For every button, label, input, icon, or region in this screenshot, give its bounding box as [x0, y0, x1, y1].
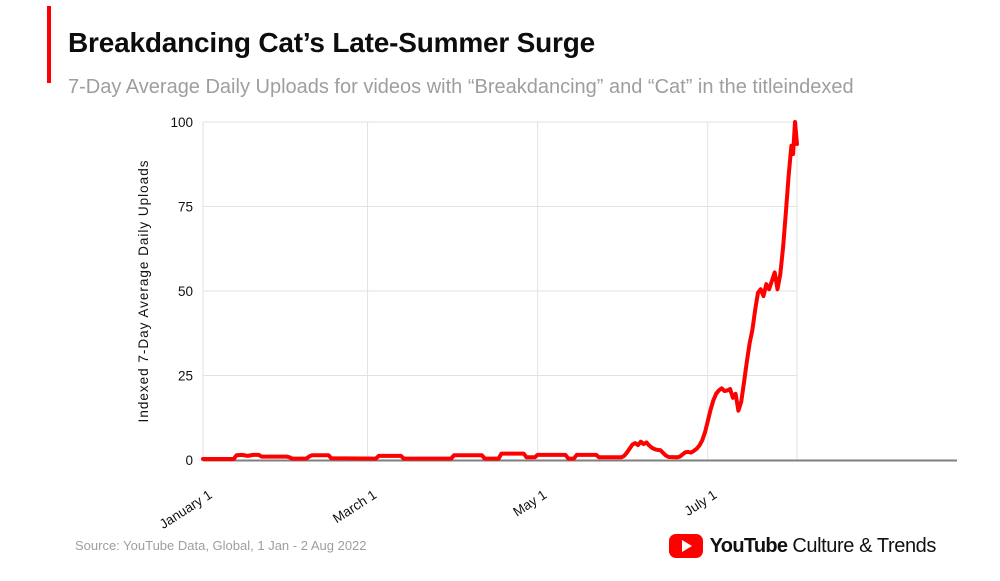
page-subtitle: 7-Day Average Daily Uploads for videos w…	[68, 76, 854, 98]
play-triangle-icon	[681, 540, 692, 552]
youtube-play-icon	[668, 534, 703, 558]
y-tick-label: 100	[170, 115, 193, 130]
uploads-series-line	[201, 120, 799, 461]
y-tick-label: 50	[178, 284, 193, 299]
y-tick-label: 25	[178, 369, 193, 384]
page-title: Breakdancing Cat’s Late-Summer Surge	[68, 26, 596, 58]
logo-brand: YouTube	[709, 534, 788, 557]
y-tick-label: 75	[178, 200, 193, 215]
x-tick-label: May 1	[510, 487, 549, 520]
logo-suffix: Culture & Trends	[792, 534, 936, 557]
x-tick-label: July 1	[682, 487, 720, 519]
logo-text: YouTube Culture & Trends	[709, 534, 937, 558]
title-accent-bar	[47, 6, 51, 83]
x-tick-label: March 1	[330, 487, 379, 526]
youtube-culture-trends-logo: YouTube Culture & Trends	[668, 532, 937, 560]
source-note: Source: YouTube Data, Global, 1 Jan - 2 …	[75, 538, 367, 553]
y-tick-label: 0	[185, 453, 193, 468]
y-axis-title: Indexed 7-Day Average Daily Uploads	[136, 160, 151, 423]
x-tick-label: January 1	[157, 487, 215, 532]
